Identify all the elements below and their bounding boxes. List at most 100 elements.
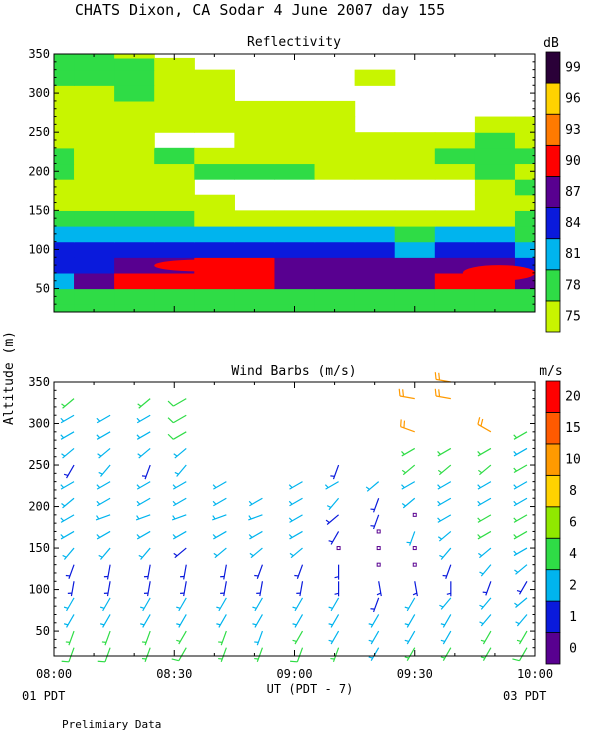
wind-barb xyxy=(216,597,227,612)
wind-barb xyxy=(96,414,111,424)
wind-barb xyxy=(173,547,187,559)
wind-barb xyxy=(220,581,227,597)
reflectivity-cell xyxy=(234,163,276,180)
wind-barb xyxy=(514,564,528,575)
legend-tick-label: 0 xyxy=(569,641,577,656)
wind-barb xyxy=(404,597,416,612)
wind-axes: 50 100 150 200 250 300 350 08:00 08:30 09:00 09:30… xyxy=(28,375,553,681)
reflectivity-cell xyxy=(314,210,356,227)
wind-barb xyxy=(96,497,111,507)
legend-swatch xyxy=(545,412,561,445)
wind-barb xyxy=(249,547,263,559)
wind-barb xyxy=(513,497,528,507)
wind-barb xyxy=(370,498,380,513)
reflectivity-cell xyxy=(114,57,155,71)
reflectivity-cell xyxy=(194,226,235,243)
y-tick-label: 100 xyxy=(28,583,50,597)
reflectivity-cell xyxy=(474,132,516,149)
reflectivity-cell xyxy=(114,116,155,133)
calm-marker xyxy=(412,512,417,517)
reflectivity-cell xyxy=(314,100,356,118)
wind-legend: 0 1 2 4 6 8 10 15 20 xyxy=(545,380,581,665)
wind-barb xyxy=(212,481,227,490)
wind-barb xyxy=(143,581,151,597)
reflectivity-cell xyxy=(54,257,75,274)
wind-barb xyxy=(477,481,492,490)
wind-barb xyxy=(288,530,303,540)
reflectivity-cell xyxy=(74,288,115,305)
reflectivity-cell xyxy=(354,163,396,180)
reflectivity-cell xyxy=(354,147,396,165)
x-tick-label: 08:30 xyxy=(156,667,192,681)
wind-barb xyxy=(65,630,75,646)
legend-tick-label: 96 xyxy=(565,92,581,107)
legend-swatch xyxy=(545,600,561,633)
footer-note: Prelimiary Data xyxy=(62,718,161,731)
reflectivity-cell xyxy=(434,226,476,243)
reflectivity-cell xyxy=(314,304,356,312)
reflectivity-cell xyxy=(54,226,75,243)
reflectivity-cell xyxy=(474,304,516,312)
reflectivity-cell xyxy=(54,57,75,71)
wind-barb xyxy=(143,564,151,580)
wind-barb xyxy=(248,497,263,507)
legend-swatch xyxy=(545,380,561,413)
wind-barb xyxy=(103,581,111,597)
wind-barb xyxy=(288,497,303,507)
reflectivity-cell xyxy=(194,116,235,133)
wind-barb xyxy=(140,597,151,612)
wind-barb xyxy=(98,547,111,560)
x-left-note: 01 PDT xyxy=(22,689,65,703)
reflectivity-core xyxy=(154,259,243,272)
reflectivity-cell xyxy=(314,288,356,305)
reflectivity-cell xyxy=(194,288,235,305)
wind-barb xyxy=(365,481,380,492)
reflectivity-cell xyxy=(154,288,195,305)
x-tick-label: 08:00 xyxy=(36,667,72,681)
reflectivity-cell xyxy=(474,163,516,180)
reflectivity-cell xyxy=(194,100,235,118)
wind-barb xyxy=(213,547,227,559)
wind-barb xyxy=(61,647,75,663)
reflectivity-cell xyxy=(234,288,276,305)
wind-barb xyxy=(478,547,492,559)
wind-barb xyxy=(404,614,416,628)
reflectivity-cell xyxy=(154,226,195,243)
wind-barb xyxy=(62,547,75,560)
wind-barb xyxy=(248,514,263,521)
reflectivity-cell xyxy=(114,147,155,165)
reflectivity-cell xyxy=(274,226,316,243)
wind-barb xyxy=(515,614,528,627)
wind-barb xyxy=(513,431,528,440)
reflectivity-cell xyxy=(434,132,476,149)
wind-barb xyxy=(326,497,340,511)
legend-tick-label: 90 xyxy=(565,154,581,169)
wind-barb xyxy=(330,464,340,480)
legend-swatch xyxy=(545,443,561,476)
wind-barb xyxy=(63,464,75,479)
wind-barb xyxy=(478,464,492,476)
wind-barb xyxy=(292,630,304,645)
wind-barb xyxy=(138,547,151,560)
legend-tick-label: 78 xyxy=(565,278,581,293)
reflectivity-cell xyxy=(234,132,276,149)
reflectivity-cell xyxy=(274,163,316,180)
reflectivity-cell xyxy=(394,241,436,258)
wind-barb xyxy=(67,581,75,597)
reflectivity-cell xyxy=(514,226,535,243)
x-tick-label: 10:00 xyxy=(517,667,553,681)
reflectivity-cell xyxy=(194,163,235,180)
reflectivity-cell xyxy=(394,272,436,290)
reflectivity-cell xyxy=(154,163,195,180)
reflectivity-cell xyxy=(434,304,476,312)
y-tick-label: 200 xyxy=(28,164,50,178)
wind-barb xyxy=(401,447,416,457)
wind-barb xyxy=(174,464,187,477)
reflectivity-cell xyxy=(74,241,115,258)
wind-barb xyxy=(370,597,380,613)
wind-barb xyxy=(180,581,187,597)
reflectivity-cell xyxy=(234,147,276,165)
reflectivity-cell xyxy=(354,241,396,258)
reflectivity-cell xyxy=(74,257,115,274)
legend-swatch xyxy=(545,207,561,240)
